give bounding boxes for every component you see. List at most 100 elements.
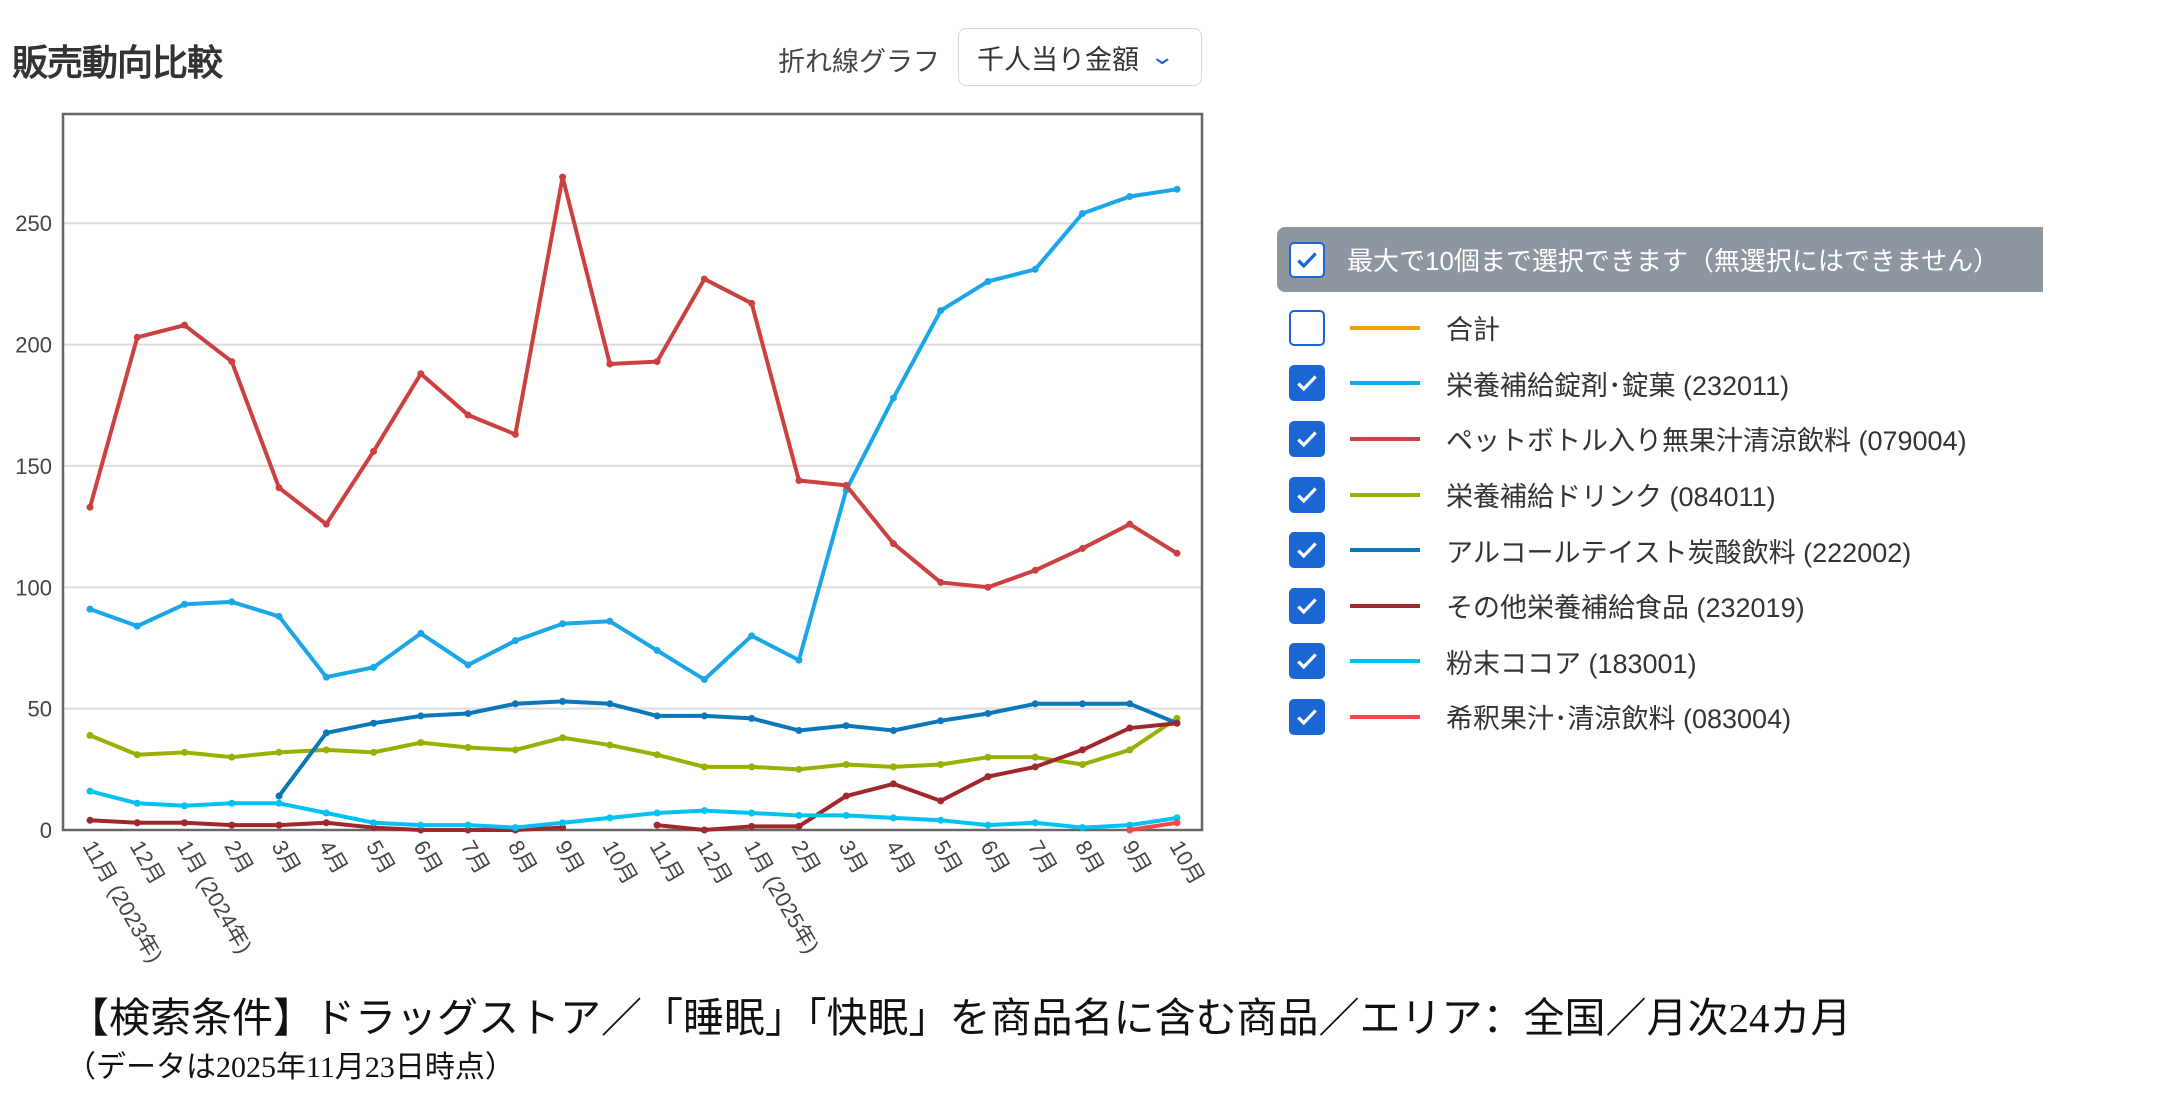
data-point [889, 780, 897, 788]
data-point [700, 275, 708, 283]
data-point [795, 726, 803, 734]
data-point [275, 799, 283, 807]
legend-label: 栄養補給錠剤･錠菓 (232011) [1446, 370, 1790, 401]
data-point [86, 787, 94, 795]
data-point [322, 746, 330, 754]
data-point [181, 321, 189, 329]
legend-checkbox[interactable] [1289, 643, 1325, 680]
data-point [228, 821, 236, 829]
data-point [606, 814, 614, 822]
data-point [1173, 714, 1181, 722]
data-point [1078, 700, 1086, 708]
legend-item[interactable]: 粉末ココア (183001) [1277, 634, 2043, 690]
series-line [1129, 820, 1178, 832]
data-point [181, 819, 189, 827]
data-point [322, 819, 330, 827]
legend-checkbox[interactable] [1289, 587, 1325, 624]
x-tick-label: 12月 [692, 836, 737, 889]
data-point [937, 760, 945, 768]
data-point [133, 333, 141, 341]
data-point [1031, 819, 1039, 827]
legend-checkbox[interactable] [1289, 476, 1325, 513]
data-point [606, 700, 614, 708]
data-point [1126, 826, 1134, 834]
data-point [1078, 544, 1086, 552]
data-point [464, 743, 472, 751]
legend-item[interactable]: ペットボトル入り無果汁清涼飲料 (079004) [1277, 411, 2043, 467]
legend-checkbox[interactable] [1289, 698, 1325, 735]
data-point [653, 646, 661, 654]
data-point [1126, 520, 1134, 528]
data-point [1173, 814, 1181, 822]
data-point [86, 816, 94, 824]
data-point [937, 797, 945, 805]
data-point [228, 753, 236, 761]
x-tick-label: 9月 [550, 836, 589, 878]
data-point [464, 661, 472, 669]
data-point [322, 673, 330, 681]
plot-frame [61, 112, 1204, 832]
legend-item[interactable]: その他栄養補給食品 (232019) [1277, 578, 2043, 634]
data-point [1031, 566, 1039, 574]
legend-item[interactable]: 栄養補給ドリンク (084011) [1277, 467, 2043, 523]
legend-label: その他栄養補給食品 (232019) [1446, 593, 1805, 624]
legend-swatch [1350, 548, 1420, 553]
select-all-row[interactable]: 最大で10個まで選択できます（無選択にはできません） [1277, 227, 2043, 292]
data-point [511, 746, 519, 754]
data-point [795, 811, 803, 819]
data-point [86, 503, 94, 511]
data-point [1126, 746, 1134, 754]
data-point [559, 819, 567, 827]
chart-type-label: 折れ線グラフ [778, 47, 940, 77]
legend-checkbox[interactable] [1289, 309, 1325, 346]
checkmark-icon [1297, 486, 1317, 503]
data-point [370, 824, 378, 832]
data-point [417, 712, 425, 720]
select-all-label: 最大で10個まで選択できます（無選択にはできません） [1347, 246, 2000, 276]
select-all-checkbox[interactable] [1289, 241, 1325, 278]
x-tick-label: 6月 [408, 836, 447, 878]
data-point [937, 578, 945, 586]
legend-label: 希釈果汁･清涼飲料 (083004) [1446, 704, 1792, 735]
legend-checkbox[interactable] [1289, 420, 1325, 457]
legend: 最大で10個まで選択できます（無選択にはできません） 合計栄養補給錠剤･錠菓 (… [1277, 227, 2043, 745]
metric-select[interactable]: 千人当り金額 ⌄ [958, 28, 1202, 86]
data-point [1126, 700, 1134, 708]
data-point [1031, 753, 1039, 761]
data-point [1126, 821, 1134, 829]
data-point [889, 814, 897, 822]
data-point [984, 753, 992, 761]
legend-checkbox[interactable] [1289, 365, 1325, 402]
data-point [748, 632, 756, 640]
legend-label: 合計 [1446, 315, 1500, 346]
series-line [89, 716, 1179, 772]
data-point [984, 583, 992, 591]
data-point [417, 370, 425, 378]
data-point [653, 821, 661, 829]
data-point [984, 773, 992, 781]
data-point [275, 821, 283, 829]
data-point [1031, 700, 1039, 708]
search-conditions: 【検索条件】ドラッグストア／「睡眠」「快眠」を商品名に含む商品／エリア：全国／月… [68, 995, 1852, 1041]
checkmark-icon [1297, 375, 1317, 392]
data-point [559, 734, 567, 742]
data-date-note: （データは2025年11月23日時点） [66, 1051, 515, 1084]
legend-checkbox[interactable] [1289, 532, 1325, 569]
x-tick-label: 8月 [1070, 836, 1109, 878]
data-point [700, 807, 708, 815]
data-point [748, 822, 756, 830]
data-point [417, 826, 425, 834]
legend-item[interactable]: アルコールテイスト炭酸飲料 (222002) [1277, 522, 2043, 578]
legend-item[interactable]: 栄養補給錠剤･錠菓 (232011) [1277, 356, 2043, 412]
legend-label: 栄養補給ドリンク (084011) [1446, 482, 1776, 513]
legend-item[interactable]: 希釈果汁･清涼飲料 (083004) [1277, 689, 2043, 745]
data-point [700, 763, 708, 771]
data-point [748, 809, 756, 817]
data-point [228, 598, 236, 606]
series-line [88, 175, 1179, 590]
data-point [795, 765, 803, 773]
series-line [89, 187, 1178, 682]
legend-item[interactable]: 合計 [1277, 300, 2043, 356]
legend-label: アルコールテイスト炭酸飲料 (222002) [1446, 537, 1912, 568]
x-tick-label: 5月 [361, 836, 400, 878]
